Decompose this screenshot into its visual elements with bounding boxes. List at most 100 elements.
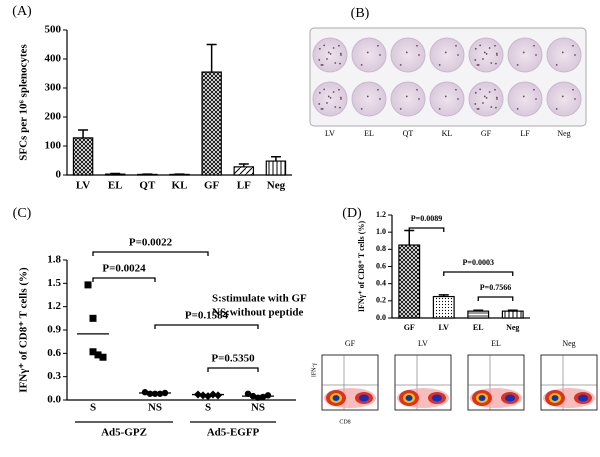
spot	[327, 95, 330, 98]
panel-label: (B)	[351, 6, 370, 21]
p-value: P=0.5350	[211, 353, 255, 365]
bar	[265, 160, 287, 176]
axis	[66, 260, 296, 401]
spot	[366, 95, 369, 98]
spot	[496, 54, 498, 56]
spot	[444, 51, 447, 54]
spot	[474, 91, 477, 94]
spot	[438, 64, 441, 66]
x-tick-label: EL	[473, 323, 484, 332]
spot	[496, 98, 498, 100]
spot	[533, 88, 535, 91]
plate-label: EL	[364, 129, 374, 138]
flow-axis: CD8	[339, 419, 350, 425]
flow-label: EL	[491, 339, 501, 348]
spot	[572, 88, 574, 91]
spot	[320, 64, 323, 66]
well	[546, 81, 582, 117]
y-tick-label: 1.5	[47, 277, 61, 289]
spot	[318, 91, 321, 94]
spot	[334, 106, 337, 108]
point	[99, 353, 107, 361]
spot	[418, 54, 420, 56]
spot	[574, 54, 576, 56]
x-tick-label: GF	[204, 180, 220, 192]
spot	[483, 51, 486, 54]
y-tick-label: 0.8	[376, 244, 386, 253]
spot	[416, 44, 418, 47]
spot	[360, 108, 363, 110]
y-tick-label: 1.0	[376, 227, 386, 236]
cloud	[505, 394, 515, 402]
point	[146, 390, 154, 397]
spot	[320, 108, 323, 110]
panel-label: (A)	[12, 4, 32, 19]
y-tick-label: 400	[45, 53, 62, 65]
point	[264, 392, 272, 399]
point	[141, 389, 149, 396]
bracket	[443, 271, 514, 276]
y-tick-label: 0.4	[376, 278, 386, 287]
x-tick-label: S	[205, 402, 211, 414]
bar	[201, 71, 222, 176]
y-tick-label: 0.0	[47, 394, 61, 406]
spot	[555, 108, 558, 110]
y-axis-label: IFNγ⁺ of CD8⁺ T cells (%)	[18, 267, 30, 393]
flow-label: Neg	[562, 339, 575, 348]
spot	[438, 108, 441, 110]
y-tick-label: 0.6	[376, 261, 386, 270]
error-bar	[473, 309, 484, 312]
error-bar	[238, 163, 249, 167]
spot	[329, 53, 332, 55]
spot	[318, 47, 321, 50]
spot	[455, 44, 457, 47]
x-tick-label: NS	[251, 402, 265, 414]
spot	[379, 98, 381, 100]
spot	[455, 88, 457, 91]
bar	[233, 166, 255, 176]
spot	[495, 62, 497, 65]
cloud	[432, 394, 442, 402]
error-bar	[270, 155, 281, 162]
spot	[323, 44, 326, 47]
p-value: P=0.0003	[463, 258, 494, 267]
flow-label: GF	[345, 339, 356, 348]
spot	[339, 52, 342, 55]
well	[507, 37, 543, 73]
x-tick-label: Neg	[267, 180, 286, 192]
spot	[482, 58, 484, 60]
spot	[399, 64, 402, 66]
spot	[479, 88, 482, 91]
p-value: P=0.7566	[480, 283, 511, 292]
y-tick-label: 200	[45, 111, 62, 123]
spot	[474, 59, 477, 61]
plate-label: KL	[442, 129, 453, 138]
x-tick-label: GF	[404, 323, 415, 332]
spot	[379, 54, 381, 56]
spot	[495, 52, 498, 55]
bracket	[408, 227, 445, 232]
spot	[399, 108, 402, 110]
spot	[366, 51, 369, 54]
x-tick-label: LV	[439, 323, 450, 332]
error-bar	[438, 294, 449, 297]
y-axis-label: IFNγ⁺ of CD8⁺ T cells (%)	[357, 221, 366, 313]
point	[94, 351, 102, 359]
flow-axis: IFN-γ	[311, 362, 317, 377]
bracket	[207, 367, 259, 372]
spot	[516, 64, 519, 66]
spot	[561, 95, 564, 98]
spot	[522, 51, 525, 54]
y-tick-label: 0.2	[376, 296, 386, 305]
spot	[327, 51, 330, 54]
panel-label: (D)	[342, 206, 362, 221]
spot	[457, 98, 459, 100]
spot	[474, 103, 477, 105]
bar	[432, 295, 455, 319]
spot	[323, 88, 326, 91]
error-bar	[507, 309, 518, 312]
bracket	[154, 324, 259, 329]
error-bar	[110, 172, 121, 175]
bar	[398, 244, 421, 319]
point	[259, 393, 267, 401]
